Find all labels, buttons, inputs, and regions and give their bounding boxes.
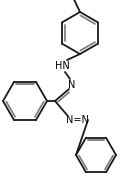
Text: N=N: N=N [66,115,88,125]
Text: N: N [68,80,76,90]
Text: HN: HN [55,61,69,71]
